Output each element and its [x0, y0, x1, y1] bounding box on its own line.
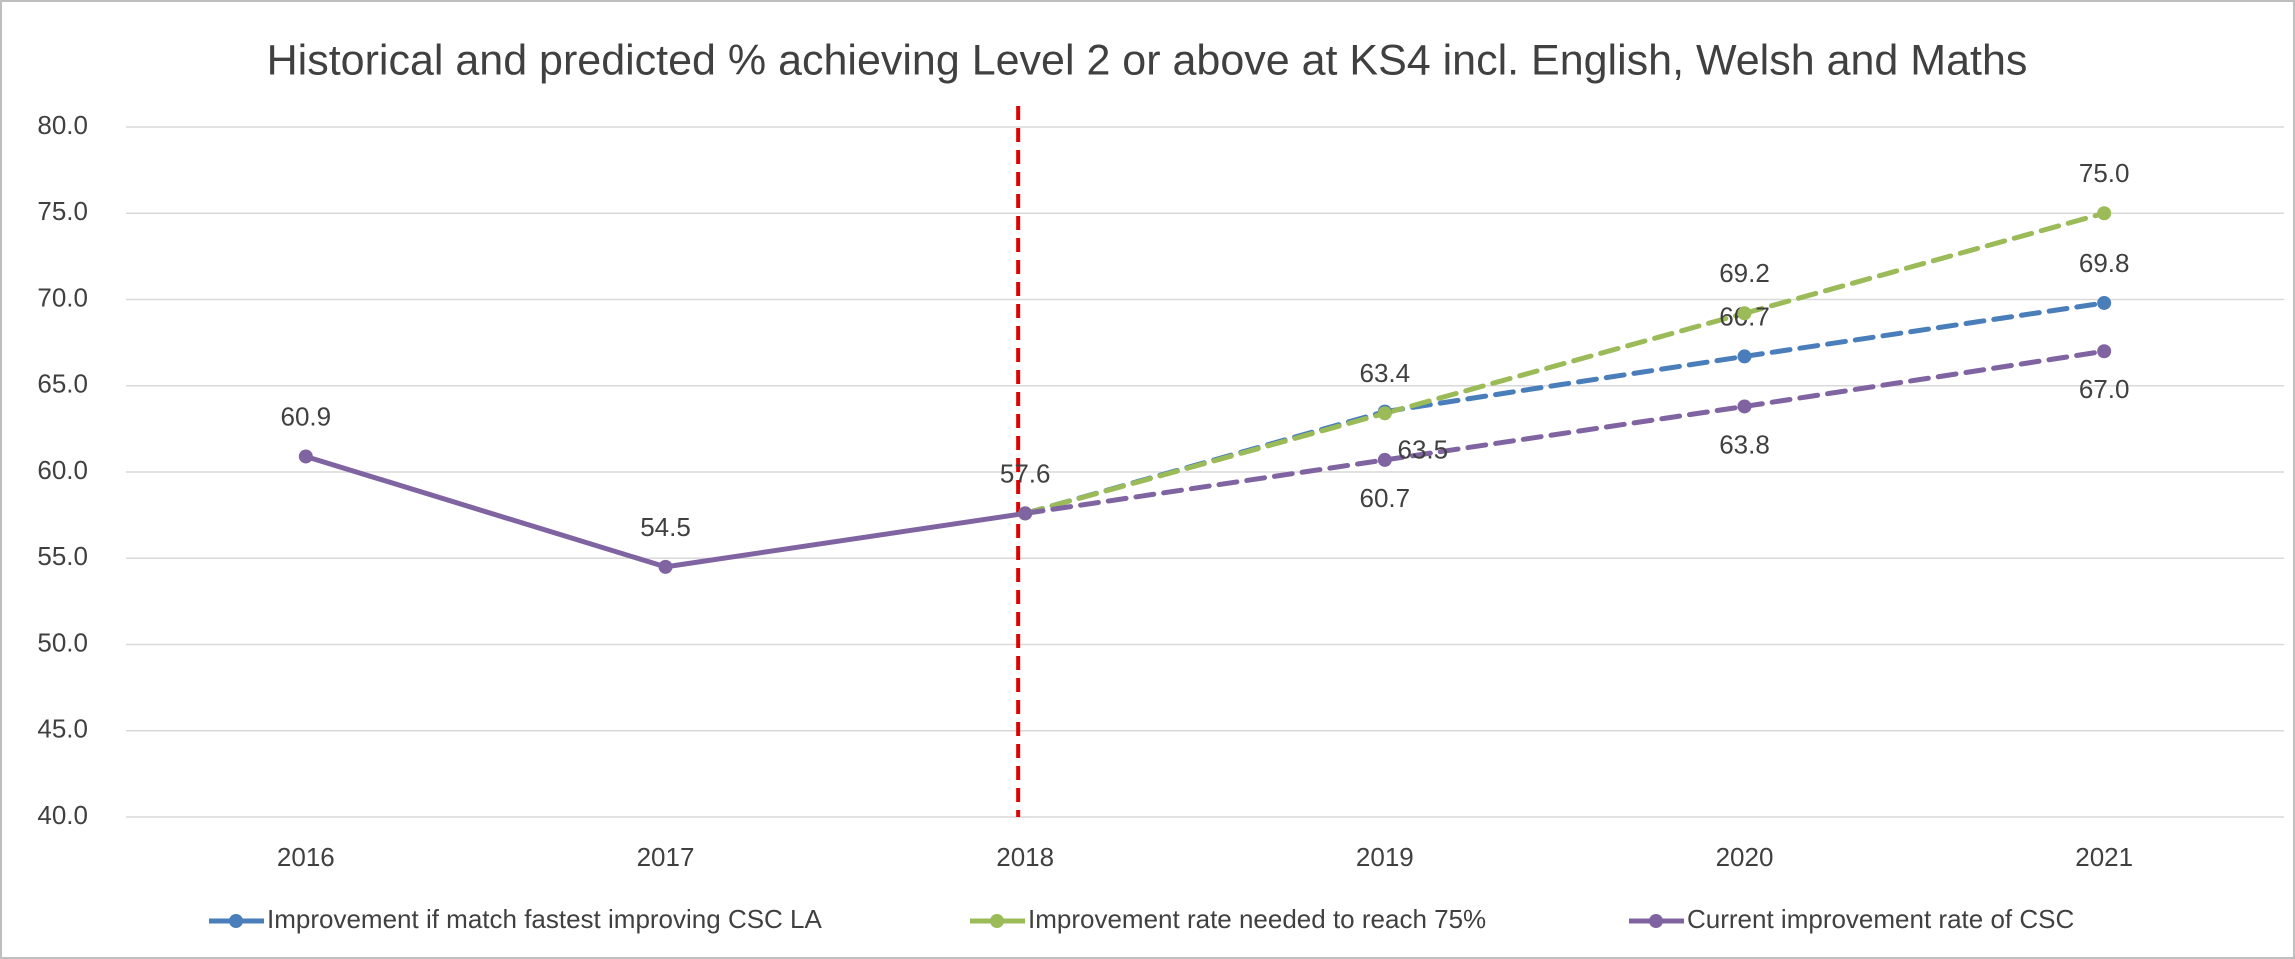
- x-tick-label: 2021: [2075, 842, 2133, 872]
- data-label: 63.4: [1360, 358, 1411, 388]
- y-tick-label: 70.0: [37, 282, 88, 312]
- chart-title: Historical and predicted % achieving Lev…: [267, 36, 2028, 84]
- point: [1018, 506, 1033, 521]
- legend-label: Improvement if match fastest improving C…: [267, 904, 823, 934]
- x-tick-label: 2020: [1716, 842, 1774, 872]
- data-label: 63.8: [1719, 429, 1770, 459]
- line-segment: [1742, 348, 2107, 409]
- data-label: 60.7: [1360, 483, 1411, 513]
- line-segment: [1382, 310, 1747, 416]
- legend-marker: [1649, 914, 1663, 928]
- legend-label: Current improvement rate of CSC: [1687, 904, 2074, 934]
- data-label: 60.9: [281, 401, 332, 431]
- line-segment: [1382, 353, 1747, 415]
- line-segment: [1382, 403, 1747, 463]
- data-label: 57.6: [1000, 458, 1051, 488]
- line-segment: [1022, 410, 1388, 516]
- data-label: 54.5: [640, 512, 691, 542]
- point: [2097, 206, 2112, 221]
- point: [1377, 452, 1392, 467]
- point: [298, 449, 313, 464]
- legend-label: Improvement rate needed to reach 75%: [1028, 904, 1486, 934]
- y-tick-label: 40.0: [37, 800, 88, 830]
- line-segment: [1742, 300, 2107, 359]
- y-tick-label: 45.0: [37, 714, 88, 744]
- y-tick-label: 65.0: [37, 369, 88, 399]
- y-tick-label: 50.0: [37, 627, 88, 657]
- legend-marker: [990, 914, 1004, 928]
- line-segment: [1022, 457, 1388, 516]
- line-segment: [663, 510, 1028, 570]
- point: [2097, 295, 2112, 310]
- point: [1737, 306, 1752, 321]
- data-label: 67.0: [2079, 374, 2130, 404]
- x-tick-label: 2019: [1356, 842, 1414, 872]
- point: [1737, 399, 1752, 414]
- data-label: 75.0: [2079, 158, 2130, 188]
- x-tick-label: 2017: [637, 842, 695, 872]
- data-label: 63.5: [1398, 435, 1449, 465]
- data-label: 69.8: [2079, 248, 2130, 278]
- legend-marker: [229, 914, 243, 928]
- line-segment: [1742, 210, 2107, 316]
- line-segment: [303, 453, 668, 570]
- data-label: 69.2: [1719, 258, 1770, 288]
- y-tick-label: 60.0: [37, 455, 88, 485]
- y-tick-label: 55.0: [37, 541, 88, 571]
- y-tick-label: 80.0: [37, 110, 88, 140]
- x-tick-label: 2018: [996, 842, 1054, 872]
- point: [1737, 349, 1752, 364]
- point: [658, 559, 673, 574]
- point: [1377, 406, 1392, 421]
- x-tick-label: 2016: [277, 842, 335, 872]
- y-tick-label: 75.0: [37, 196, 88, 226]
- point: [2097, 344, 2112, 359]
